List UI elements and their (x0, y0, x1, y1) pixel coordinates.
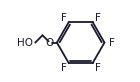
Text: O: O (46, 38, 54, 48)
Text: HO: HO (17, 38, 33, 48)
Text: F: F (94, 62, 100, 72)
Text: F: F (61, 62, 67, 72)
Text: F: F (109, 38, 115, 48)
Text: F: F (94, 13, 100, 23)
Text: F: F (61, 13, 67, 23)
